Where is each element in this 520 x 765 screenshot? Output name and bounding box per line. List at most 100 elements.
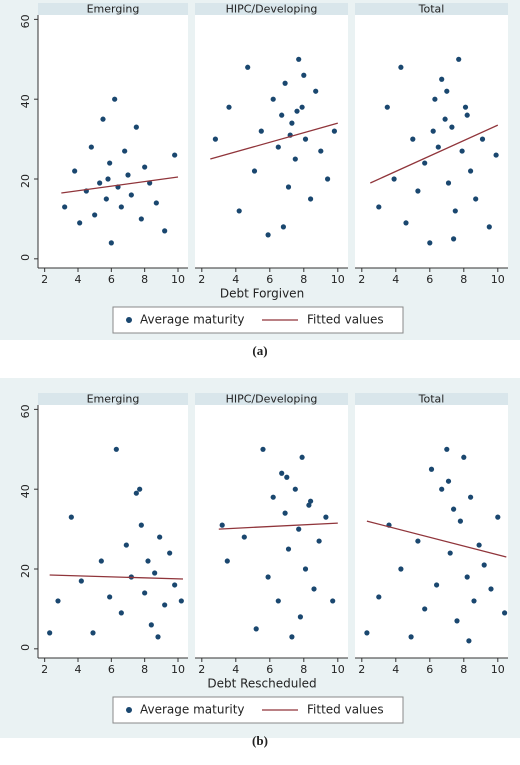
point [299, 104, 305, 110]
panel-title: HIPC/Developing [226, 3, 318, 16]
x-tick-label: 8 [141, 273, 148, 286]
y-tick-label: 0 [19, 644, 32, 651]
point [107, 594, 113, 600]
point [331, 128, 337, 134]
point [468, 494, 474, 500]
point [473, 196, 479, 202]
point [148, 622, 154, 628]
x-tick-label: 2 [198, 273, 205, 286]
point [415, 188, 421, 194]
point [479, 136, 486, 142]
point [289, 120, 295, 126]
point [318, 148, 324, 154]
point [178, 598, 184, 604]
point [415, 538, 421, 544]
x-tick-label: 6 [108, 663, 115, 676]
legend-label: Average maturity [140, 313, 245, 327]
point [105, 176, 111, 182]
point [301, 72, 307, 78]
point [92, 212, 98, 218]
point [155, 634, 161, 640]
y-tick-label: 60 [19, 404, 32, 418]
point [90, 630, 96, 636]
point [108, 240, 114, 246]
point [125, 172, 131, 178]
point [133, 490, 139, 496]
point [296, 526, 302, 532]
legend-box [112, 306, 404, 334]
x-tick-label: 4 [75, 663, 82, 676]
point [297, 614, 303, 620]
x-tick-label: 2 [358, 663, 365, 676]
point [284, 474, 290, 480]
point [398, 64, 404, 70]
point [422, 160, 428, 166]
point [330, 598, 336, 604]
point [282, 80, 288, 86]
point [98, 558, 104, 564]
point [384, 104, 390, 110]
x-tick-label: 4 [75, 273, 82, 286]
x-tick-label: 4 [232, 663, 239, 676]
y-tick-label: 20 [19, 564, 32, 578]
point [226, 104, 232, 110]
point [454, 618, 460, 624]
legend-marker [126, 707, 132, 713]
point [152, 570, 158, 576]
point [118, 610, 124, 616]
x-tick-label: 8 [460, 663, 467, 676]
point [282, 510, 288, 516]
point [285, 546, 292, 552]
point [275, 598, 281, 604]
y-tick-label: 60 [19, 14, 32, 28]
x-tick-label: 8 [141, 663, 148, 676]
x-axis-label: Debt Forgiven [220, 287, 304, 301]
point [289, 634, 295, 640]
point [462, 104, 469, 110]
point [391, 176, 397, 182]
x-tick-label: 10 [171, 663, 185, 676]
point [468, 168, 474, 174]
point [279, 470, 285, 476]
x-tick-label: 4 [392, 663, 399, 676]
x-tick-label: 2 [41, 273, 48, 286]
y-tick-label: 0 [19, 254, 32, 261]
point [325, 176, 331, 182]
point [481, 562, 487, 568]
point [432, 96, 438, 102]
panel-strip [355, 393, 508, 405]
point [138, 216, 144, 222]
point [253, 626, 259, 632]
point [294, 108, 300, 114]
point [430, 128, 436, 134]
x-tick-label: 10 [171, 273, 185, 286]
y-tick-label: 20 [19, 174, 32, 188]
point [245, 64, 251, 70]
point [172, 582, 178, 588]
point [212, 136, 218, 142]
plot-area [355, 405, 508, 658]
x-tick-label: 2 [198, 663, 205, 676]
plot-area [355, 15, 508, 268]
point [493, 152, 499, 158]
point [123, 542, 129, 548]
panel-strip [195, 3, 348, 15]
point [403, 220, 409, 226]
x-tick-label: 6 [426, 663, 433, 676]
point [306, 502, 312, 508]
point [47, 630, 53, 636]
point [476, 542, 482, 548]
point [299, 454, 305, 460]
point [118, 204, 124, 210]
point [112, 96, 118, 102]
point [236, 208, 242, 214]
point [292, 486, 298, 492]
x-tick-label: 6 [266, 273, 273, 286]
point [251, 168, 258, 174]
point [88, 144, 94, 150]
point [422, 606, 428, 612]
point [162, 228, 168, 234]
fitted-line [49, 574, 184, 580]
legend-box [112, 696, 404, 724]
point [167, 550, 173, 556]
